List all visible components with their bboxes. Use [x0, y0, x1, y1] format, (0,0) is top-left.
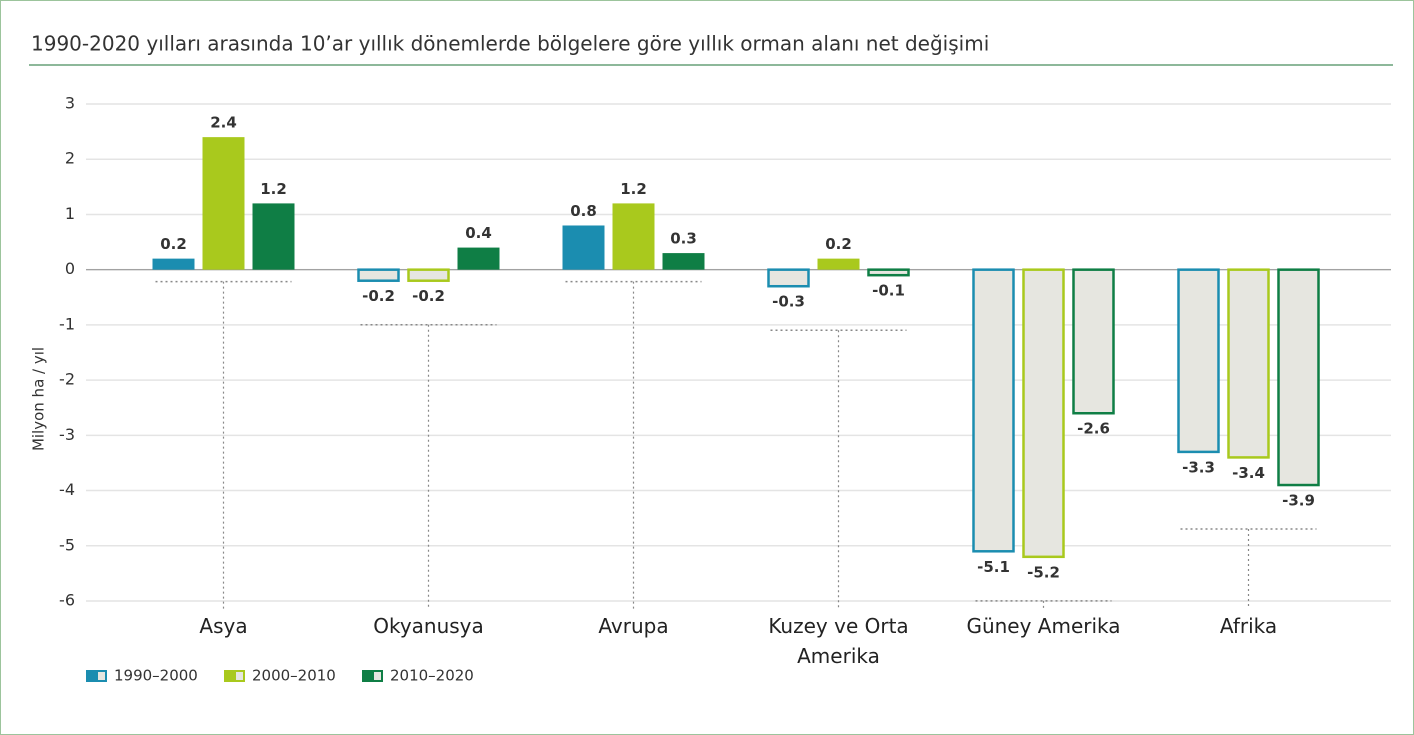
value-label: -3.4	[1232, 464, 1265, 482]
y-axis-label: Milyon ha / yıl	[30, 347, 48, 451]
value-label: 0.3	[670, 230, 697, 248]
y-tick-label: 0	[65, 259, 75, 278]
legend-swatch	[362, 670, 372, 682]
value-label: 0.4	[465, 224, 492, 242]
value-label: -5.2	[1027, 563, 1060, 581]
y-tick-label: 2	[65, 149, 75, 168]
bar	[152, 258, 195, 270]
legend-label: 2010–2020	[390, 667, 474, 685]
legend-label: 2000–2010	[252, 667, 336, 685]
x-tick-label: Afrika	[1219, 614, 1278, 638]
bar	[202, 137, 245, 270]
bar	[867, 268, 910, 277]
bar	[407, 268, 450, 282]
bar	[1022, 268, 1065, 559]
x-tick-label: Avrupa	[598, 614, 669, 638]
bar	[562, 225, 605, 270]
y-tick-label: -3	[59, 425, 75, 444]
legend-swatch-outline	[96, 670, 107, 682]
legend-swatch-outline	[372, 670, 383, 682]
chart-title: 1990-2020 yılları arasında 10’ar yıllık …	[31, 32, 989, 56]
y-tick-label: 1	[65, 204, 75, 223]
value-label: -3.9	[1282, 492, 1315, 510]
bar	[767, 268, 810, 288]
value-label: 1.2	[620, 180, 647, 198]
bar	[252, 203, 295, 270]
value-label: 0.2	[160, 235, 187, 253]
bar	[1277, 268, 1320, 487]
bar	[662, 253, 705, 270]
value-label: -5.1	[977, 558, 1010, 576]
value-label: 0.8	[570, 202, 597, 220]
y-tick-label: -6	[59, 591, 75, 610]
bar	[1227, 268, 1270, 459]
legend-swatch	[86, 670, 96, 682]
value-label: -0.2	[412, 287, 445, 305]
legend-label: 1990–2000	[114, 667, 198, 685]
value-label: 1.2	[260, 180, 287, 198]
value-label: -2.6	[1077, 420, 1110, 438]
bar	[357, 268, 400, 282]
x-tick-label: Asya	[199, 614, 248, 638]
bar	[817, 258, 860, 270]
bar	[457, 247, 500, 270]
bar	[612, 203, 655, 270]
y-tick-label: -4	[59, 480, 75, 499]
x-tick-label: Kuzey ve Orta Amerika	[768, 614, 909, 668]
y-tick-label: -2	[59, 370, 75, 389]
value-label: 2.4	[210, 114, 237, 132]
y-tick-label: 3	[65, 94, 75, 113]
bar	[1177, 268, 1220, 454]
value-label: 0.2	[825, 235, 852, 253]
legend-swatch-outline	[234, 670, 245, 682]
x-tick-label: Güney Amerika	[966, 614, 1121, 638]
y-tick-label: -1	[59, 314, 75, 333]
value-label: -0.3	[772, 293, 805, 311]
bar	[1072, 268, 1115, 415]
value-label: -0.1	[872, 282, 905, 300]
bar	[972, 268, 1015, 553]
x-tick-label: Okyanusya	[373, 614, 484, 638]
y-tick-label: -5	[59, 535, 75, 554]
value-label: -3.3	[1182, 458, 1215, 476]
value-label: -0.2	[362, 287, 395, 305]
legend-swatch	[224, 670, 234, 682]
